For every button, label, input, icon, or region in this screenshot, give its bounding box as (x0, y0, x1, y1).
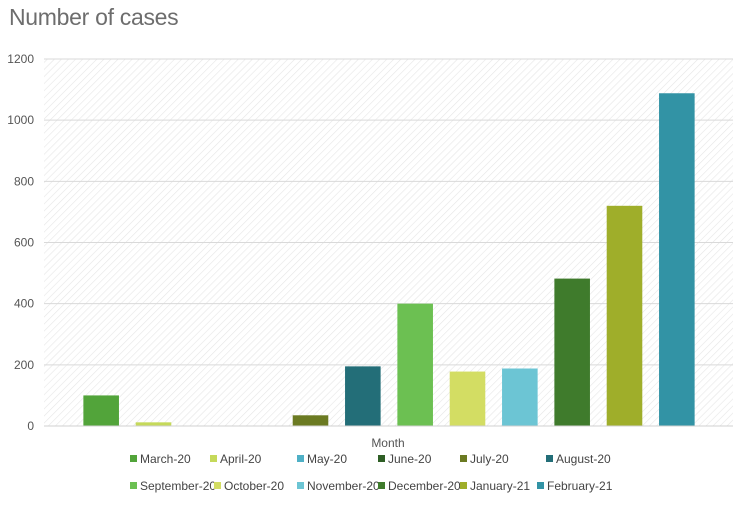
y-axis-ticks: 0 200 400 600 800 1000 1200 (7, 52, 34, 433)
y-tick-label: 400 (14, 297, 34, 311)
chart-title: Number of cases (9, 4, 179, 30)
y-tick-label: 1200 (7, 52, 34, 66)
legend-label: April-20 (220, 452, 262, 466)
bar-july-20 (292, 415, 329, 426)
bar-september-20 (397, 303, 433, 426)
legend-label: October-20 (224, 479, 284, 493)
legend-swatch (297, 455, 304, 462)
bar-april-20 (135, 422, 172, 426)
bar-august-20 (345, 366, 381, 426)
bar-december-20 (554, 278, 590, 426)
y-tick-label: 800 (14, 174, 34, 188)
bar-february-21 (659, 93, 695, 427)
legend-item: March-20 (130, 452, 191, 466)
legend-swatch (546, 455, 553, 462)
legend-swatch (297, 482, 304, 489)
legend-label: August-20 (556, 452, 611, 466)
legend-item: October-20 (214, 479, 284, 493)
bar-october-20 (449, 371, 486, 426)
legend-swatch (460, 455, 467, 462)
legend-item: September-20 (130, 479, 216, 493)
legend-label: June-20 (388, 452, 432, 466)
y-tick-label: 600 (14, 236, 34, 250)
legend-swatch (130, 455, 137, 462)
legend-swatch (460, 482, 467, 489)
y-tick-label: 1000 (7, 113, 34, 127)
legend-label: December-20 (388, 479, 461, 493)
legend-item: February-21 (537, 479, 613, 493)
legend-item: July-20 (460, 452, 509, 466)
bar-march-20 (83, 395, 119, 426)
legend-swatch (537, 482, 544, 489)
legend-label: January-21 (470, 479, 530, 493)
legend: March-20 April-20 May-20 June-20 July-20 Augu… (130, 452, 613, 493)
legend-label: September-20 (140, 479, 216, 493)
legend-swatch (130, 482, 137, 489)
x-axis-title: Month (371, 436, 404, 450)
legend-item: May-20 (297, 452, 347, 466)
legend-label: March-20 (140, 452, 191, 466)
bar-january-21 (606, 205, 643, 426)
bar-november-20 (502, 368, 538, 426)
legend-swatch (378, 482, 385, 489)
legend-item: January-21 (460, 479, 530, 493)
legend-label: July-20 (470, 452, 509, 466)
legend-swatch (214, 482, 221, 489)
legend-item: December-20 (378, 479, 461, 493)
legend-item: June-20 (378, 452, 432, 466)
legend-label: February-21 (547, 479, 613, 493)
y-tick-label: 200 (14, 358, 34, 372)
y-tick-label: 0 (27, 419, 34, 433)
legend-swatch (378, 455, 385, 462)
bars (83, 93, 695, 427)
legend-swatch (210, 455, 217, 462)
legend-label: May-20 (307, 452, 347, 466)
legend-item: August-20 (546, 452, 611, 466)
legend-label: November-20 (307, 479, 380, 493)
legend-item: November-20 (297, 479, 380, 493)
legend-item: April-20 (210, 452, 262, 466)
